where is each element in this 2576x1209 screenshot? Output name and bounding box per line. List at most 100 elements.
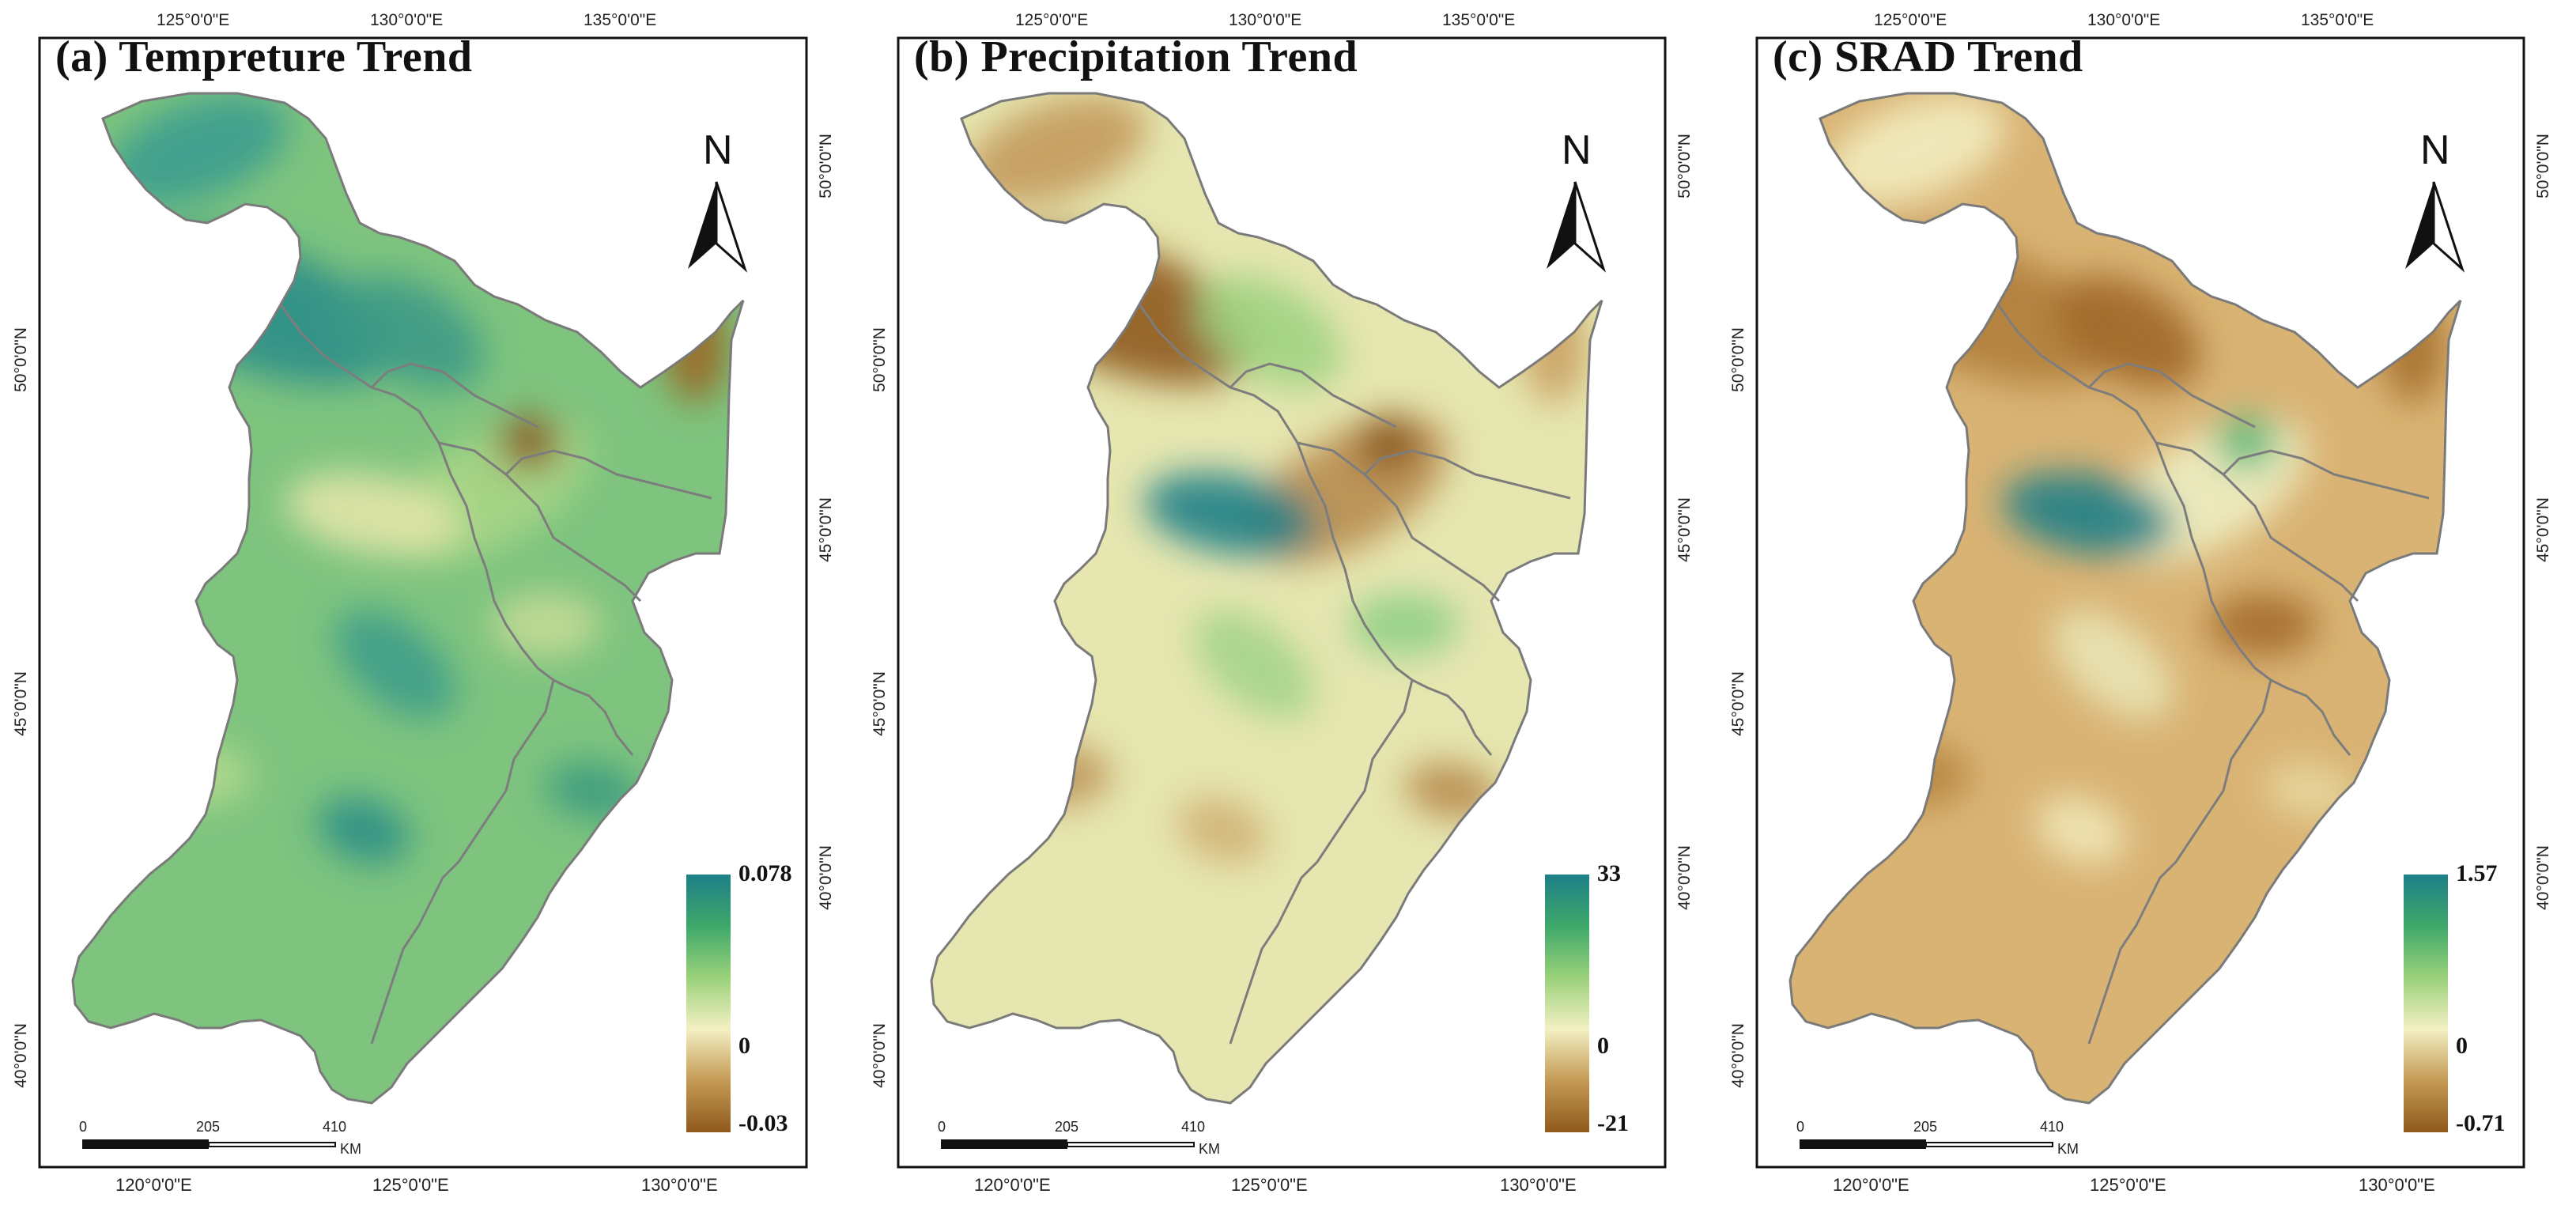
scale-bar-icon xyxy=(1925,1142,2053,1147)
lat-tick-right: 40°0'0"N xyxy=(817,845,835,910)
lat-tick-right: 45°0'0"N xyxy=(2534,497,2552,562)
lat-tick-left: 40°0'0"N xyxy=(12,1023,30,1088)
trend-anomaly-blob xyxy=(1824,95,2006,206)
trend-anomaly-blob xyxy=(1193,609,1315,720)
map-canvas xyxy=(38,36,808,1169)
scale-bar-icon xyxy=(941,1139,1067,1149)
north-label: N xyxy=(1562,127,1592,173)
lat-tick-left: 45°0'0"N xyxy=(871,671,889,736)
scale-label: 0 xyxy=(1796,1119,1805,1135)
trend-anomaly-blob xyxy=(1357,414,1420,471)
trend-anomaly-blob xyxy=(2052,609,2174,720)
map-title: (c) SRAD Trend xyxy=(1773,32,2083,81)
scale-unit: KM xyxy=(1199,1141,1220,1157)
scale-unit: KM xyxy=(2057,1141,2079,1157)
legend-zero-value: 0 xyxy=(1597,1033,1609,1059)
map-canvas xyxy=(1755,36,2525,1169)
lat-tick-left: 50°0'0"N xyxy=(12,327,30,392)
region-base-fill xyxy=(73,93,743,1103)
north-arrow-icon xyxy=(1573,181,1607,273)
legend-color-ramp xyxy=(1545,875,1589,1132)
trend-anomaly-blob xyxy=(317,796,410,864)
lon-tick-bottom: 120°0'0"E xyxy=(974,1175,1051,1195)
region-outline xyxy=(71,92,745,1105)
lon-tick-bottom: 120°0'0"E xyxy=(1833,1175,1909,1195)
trend-anomaly-blob xyxy=(1144,472,1316,556)
trend-anomaly-blob xyxy=(338,274,484,390)
region-base-fill xyxy=(931,93,1602,1103)
lat-tick-right: 50°0'0"N xyxy=(1675,134,1694,198)
trend-anomaly-blob xyxy=(2056,274,2201,390)
lat-tick-right: 50°0'0"N xyxy=(817,134,835,198)
scale-label: 205 xyxy=(1913,1119,1938,1135)
scale-unit: KM xyxy=(340,1141,361,1157)
north-label: N xyxy=(703,127,733,173)
legend-min-value: -21 xyxy=(1597,1110,1629,1136)
map-panel-temperature: (a) Tempreture Trend N 0.078 0 -0.03 0 205 410 K… xyxy=(0,0,859,1209)
north-arrow-icon xyxy=(715,181,748,273)
lon-tick-top: 125°0'0"E xyxy=(1874,11,1947,29)
legend-color-ramp xyxy=(686,875,731,1132)
lon-tick-bottom: 125°0'0"E xyxy=(2090,1175,2166,1195)
scale-bar-icon xyxy=(82,1139,209,1149)
lon-tick-bottom: 125°0'0"E xyxy=(1231,1175,1308,1195)
lat-tick-right: 50°0'0"N xyxy=(2534,134,2552,198)
lat-tick-right: 40°0'0"N xyxy=(1675,845,1694,910)
scale-label: 205 xyxy=(1055,1119,1079,1135)
trend-anomaly-blob xyxy=(2034,796,2128,864)
lon-tick-top: 125°0'0"E xyxy=(157,11,230,29)
scale-label: 410 xyxy=(1181,1119,1206,1135)
trend-anomaly-blob xyxy=(1176,796,1269,864)
lon-tick-top: 125°0'0"E xyxy=(1015,11,1089,29)
map-title: (a) Tempreture Trend xyxy=(55,32,473,81)
north-arrow-icon xyxy=(2405,182,2434,269)
map-panel-srad: (c) SRAD Trend N 1.57 0 -0.71 0 205 410 KM 125°0'… xyxy=(1717,0,2576,1209)
trend-anomaly-blob xyxy=(107,95,289,206)
scale-label: 410 xyxy=(2040,1119,2064,1135)
trend-anomaly-blob xyxy=(334,609,456,720)
scale-bar-icon xyxy=(1800,1139,1926,1149)
legend-max-value: 0.078 xyxy=(738,860,792,886)
lon-tick-top: 130°0'0"E xyxy=(370,11,444,29)
trend-anomaly-blob xyxy=(2215,414,2279,471)
trend-anomaly-blob xyxy=(285,472,458,556)
legend-min-value: -0.03 xyxy=(738,1110,788,1136)
scale-label: 205 xyxy=(196,1119,221,1135)
lon-tick-top: 130°0'0"E xyxy=(2087,11,2161,29)
lon-tick-top: 130°0'0"E xyxy=(1229,11,1302,29)
province-boundaries xyxy=(1138,304,1571,1045)
legend-max-value: 1.57 xyxy=(2456,860,2498,886)
lon-tick-bottom: 125°0'0"E xyxy=(372,1175,449,1195)
legend-zero-value: 0 xyxy=(738,1033,750,1059)
lat-tick-left: 50°0'0"N xyxy=(871,327,889,392)
trend-anomaly-blob xyxy=(2003,472,2175,556)
legend-min-value: -0.71 xyxy=(2456,1110,2506,1136)
north-arrow-icon xyxy=(1547,182,1575,269)
legend-max-value: 33 xyxy=(1597,860,1621,886)
lon-tick-bottom: 130°0'0"E xyxy=(1500,1175,1577,1195)
map-title: (b) Precipitation Trend xyxy=(914,32,1358,81)
north-label: N xyxy=(2420,127,2450,173)
lon-tick-top: 135°0'0"E xyxy=(584,11,657,29)
scale-label: 410 xyxy=(323,1119,347,1135)
lat-tick-left: 40°0'0"N xyxy=(1729,1023,1747,1088)
region-base-fill xyxy=(1790,93,2461,1103)
north-arrow-icon xyxy=(688,182,716,269)
lat-tick-left: 50°0'0"N xyxy=(1729,327,1747,392)
scale-label: 0 xyxy=(938,1119,946,1135)
map-canvas xyxy=(897,36,1667,1169)
legend-color-ramp xyxy=(2404,875,2448,1132)
scale-bar-icon xyxy=(1067,1142,1195,1147)
lon-tick-bottom: 120°0'0"E xyxy=(115,1175,192,1195)
province-boundaries xyxy=(279,304,712,1045)
legend-zero-value: 0 xyxy=(2456,1033,2468,1059)
lat-tick-left: 45°0'0"N xyxy=(1729,671,1747,736)
north-arrow-icon xyxy=(2432,181,2465,273)
trend-anomaly-blob xyxy=(965,95,1147,206)
scale-bar-icon xyxy=(208,1142,336,1147)
lon-tick-bottom: 130°0'0"E xyxy=(2359,1175,2435,1195)
lon-tick-top: 135°0'0"E xyxy=(2301,11,2374,29)
region-outline xyxy=(930,92,1603,1105)
lon-tick-bottom: 130°0'0"E xyxy=(641,1175,718,1195)
region-outline xyxy=(1788,92,2462,1105)
